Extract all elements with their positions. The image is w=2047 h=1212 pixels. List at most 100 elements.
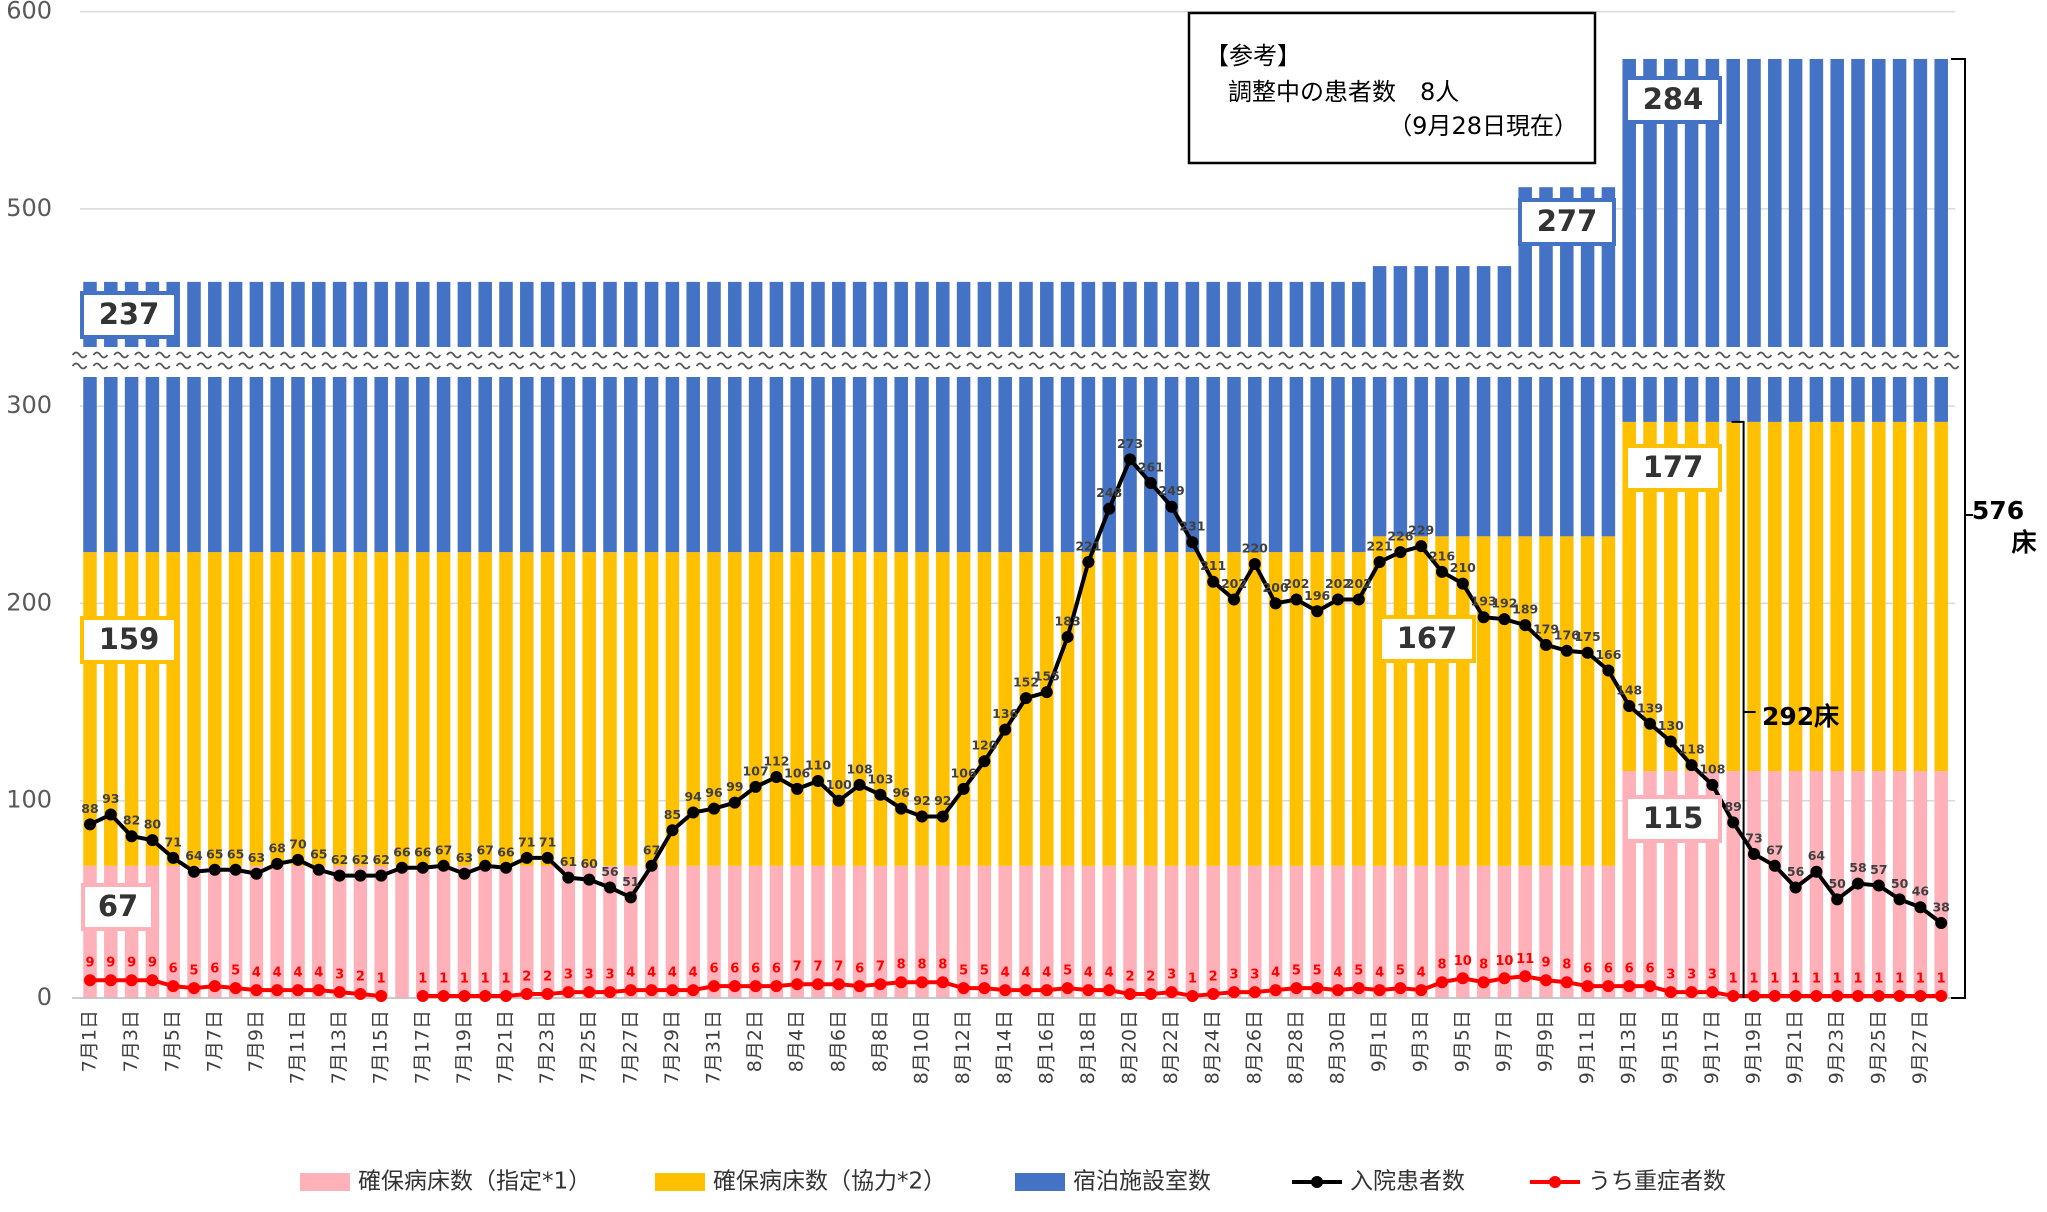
data-label: 118 bbox=[1679, 742, 1705, 757]
break-mark bbox=[1361, 351, 1377, 359]
point bbox=[853, 778, 866, 791]
data-label: 63 bbox=[248, 850, 265, 865]
data-label: 120 bbox=[971, 738, 997, 753]
bar bbox=[977, 865, 992, 998]
data-label: 202 bbox=[1221, 576, 1247, 591]
bar bbox=[894, 552, 908, 866]
data-label: 229 bbox=[1408, 523, 1434, 538]
break-mark bbox=[1486, 351, 1502, 359]
point bbox=[1352, 593, 1365, 606]
value-label: 115 bbox=[1643, 801, 1704, 835]
break-mark bbox=[820, 351, 837, 359]
data-label: 136 bbox=[992, 706, 1018, 721]
point bbox=[375, 869, 388, 882]
break-mark bbox=[508, 362, 525, 370]
point bbox=[1103, 502, 1116, 515]
data-label: 88 bbox=[81, 801, 98, 816]
point bbox=[500, 990, 512, 1003]
x-tick-label: 9月27日 bbox=[1909, 1010, 1931, 1084]
point bbox=[333, 869, 346, 882]
point bbox=[687, 806, 700, 819]
bar bbox=[312, 552, 326, 866]
bar bbox=[353, 552, 368, 866]
bar bbox=[603, 281, 617, 553]
point bbox=[1228, 593, 1240, 606]
bar bbox=[332, 552, 347, 866]
data-label: 6 bbox=[1583, 962, 1592, 977]
bar bbox=[478, 552, 492, 866]
bar bbox=[436, 552, 451, 866]
value-box bbox=[80, 291, 178, 339]
data-label: 1 bbox=[1812, 972, 1821, 987]
break-mark bbox=[1819, 362, 1835, 370]
data-label: 6 bbox=[1625, 962, 1634, 977]
data-label: 57 bbox=[1870, 862, 1887, 877]
break-mark bbox=[1860, 351, 1877, 359]
break-mark bbox=[1091, 362, 1107, 370]
bar bbox=[166, 552, 180, 866]
data-label: 4 bbox=[252, 966, 261, 981]
bar bbox=[1664, 58, 1678, 422]
break-mark bbox=[1319, 362, 1336, 370]
break-mark bbox=[903, 351, 920, 359]
break-mark bbox=[529, 362, 545, 370]
data-label: 1 bbox=[501, 972, 510, 987]
value-label: 277 bbox=[1537, 204, 1598, 238]
break-mark bbox=[633, 351, 649, 359]
break-mark bbox=[1943, 351, 1960, 359]
x-tick-label: 7月31日 bbox=[703, 1010, 725, 1084]
x-tick-label: 7月17日 bbox=[411, 1010, 433, 1084]
data-label: 106 bbox=[951, 765, 977, 780]
point bbox=[479, 990, 492, 1003]
bar bbox=[249, 552, 264, 866]
point bbox=[208, 863, 221, 876]
break-mark bbox=[1091, 351, 1107, 359]
data-label: 62 bbox=[352, 852, 369, 867]
point bbox=[832, 794, 845, 807]
value-box bbox=[1624, 76, 1722, 124]
data-label: 6 bbox=[1645, 962, 1654, 977]
bar bbox=[1248, 865, 1262, 998]
bar bbox=[1622, 421, 1636, 772]
point bbox=[541, 988, 554, 1001]
point bbox=[1872, 879, 1885, 892]
break-mark bbox=[113, 362, 129, 370]
break-mark bbox=[841, 351, 857, 359]
bar bbox=[166, 865, 180, 998]
point bbox=[1748, 847, 1760, 860]
bar bbox=[436, 865, 451, 998]
break-mark bbox=[487, 351, 504, 359]
break-mark bbox=[404, 362, 421, 370]
break-mark bbox=[1569, 362, 1585, 370]
bar bbox=[1060, 865, 1075, 998]
bar bbox=[1040, 281, 1054, 553]
point bbox=[666, 984, 679, 997]
bar bbox=[852, 281, 867, 553]
x-tick-label: 8月18日 bbox=[1077, 1010, 1099, 1084]
bar bbox=[707, 865, 721, 998]
break-mark bbox=[134, 351, 150, 359]
point bbox=[687, 984, 700, 997]
break-mark bbox=[1215, 362, 1232, 370]
data-label: 1 bbox=[1916, 972, 1925, 987]
bar bbox=[1060, 281, 1075, 553]
bar bbox=[1622, 58, 1636, 422]
break-mark bbox=[1382, 351, 1398, 359]
data-label: 8 bbox=[1437, 958, 1446, 973]
value-label: 237 bbox=[99, 297, 160, 331]
data-label: 71 bbox=[518, 834, 535, 849]
point bbox=[416, 990, 429, 1003]
point bbox=[84, 974, 96, 987]
x-tick-label: 8月4日 bbox=[786, 1010, 808, 1072]
bar bbox=[915, 865, 929, 998]
point bbox=[1477, 976, 1490, 989]
point bbox=[832, 978, 845, 991]
bar bbox=[520, 281, 534, 553]
x-tick-label: 9月1日 bbox=[1368, 1010, 1390, 1072]
value-box bbox=[81, 883, 155, 931]
point bbox=[541, 851, 554, 864]
break-mark bbox=[1465, 362, 1481, 370]
bar bbox=[1726, 421, 1740, 772]
x-tick-label: 9月19日 bbox=[1743, 1010, 1765, 1084]
break-mark bbox=[945, 351, 961, 359]
